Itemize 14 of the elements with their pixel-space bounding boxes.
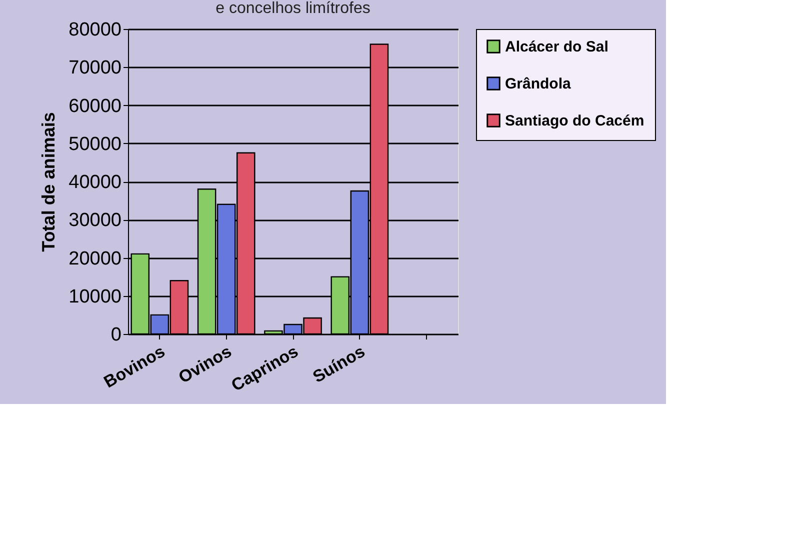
y-tick-label: 80000 [68,20,122,40]
y-tick-label: 40000 [68,172,122,193]
y-tick-label: 20000 [68,248,122,270]
legend-label: Grândola [505,76,572,92]
chart-title: e concelhos limítrofes [216,0,370,17]
y-tick-label: 0 [110,324,122,346]
y-tick-label: 70000 [68,58,122,79]
y-tick-label: 10000 [68,286,122,308]
legend-label: Santiago do Cacém [505,112,644,130]
legend-label: Alcácer do Sal [505,38,608,56]
y-tick-label: 30000 [68,210,122,232]
y-tick-label: 50000 [68,134,122,155]
y-tick-label: 60000 [68,96,122,117]
y-axis-title: Total de animais [38,112,59,252]
